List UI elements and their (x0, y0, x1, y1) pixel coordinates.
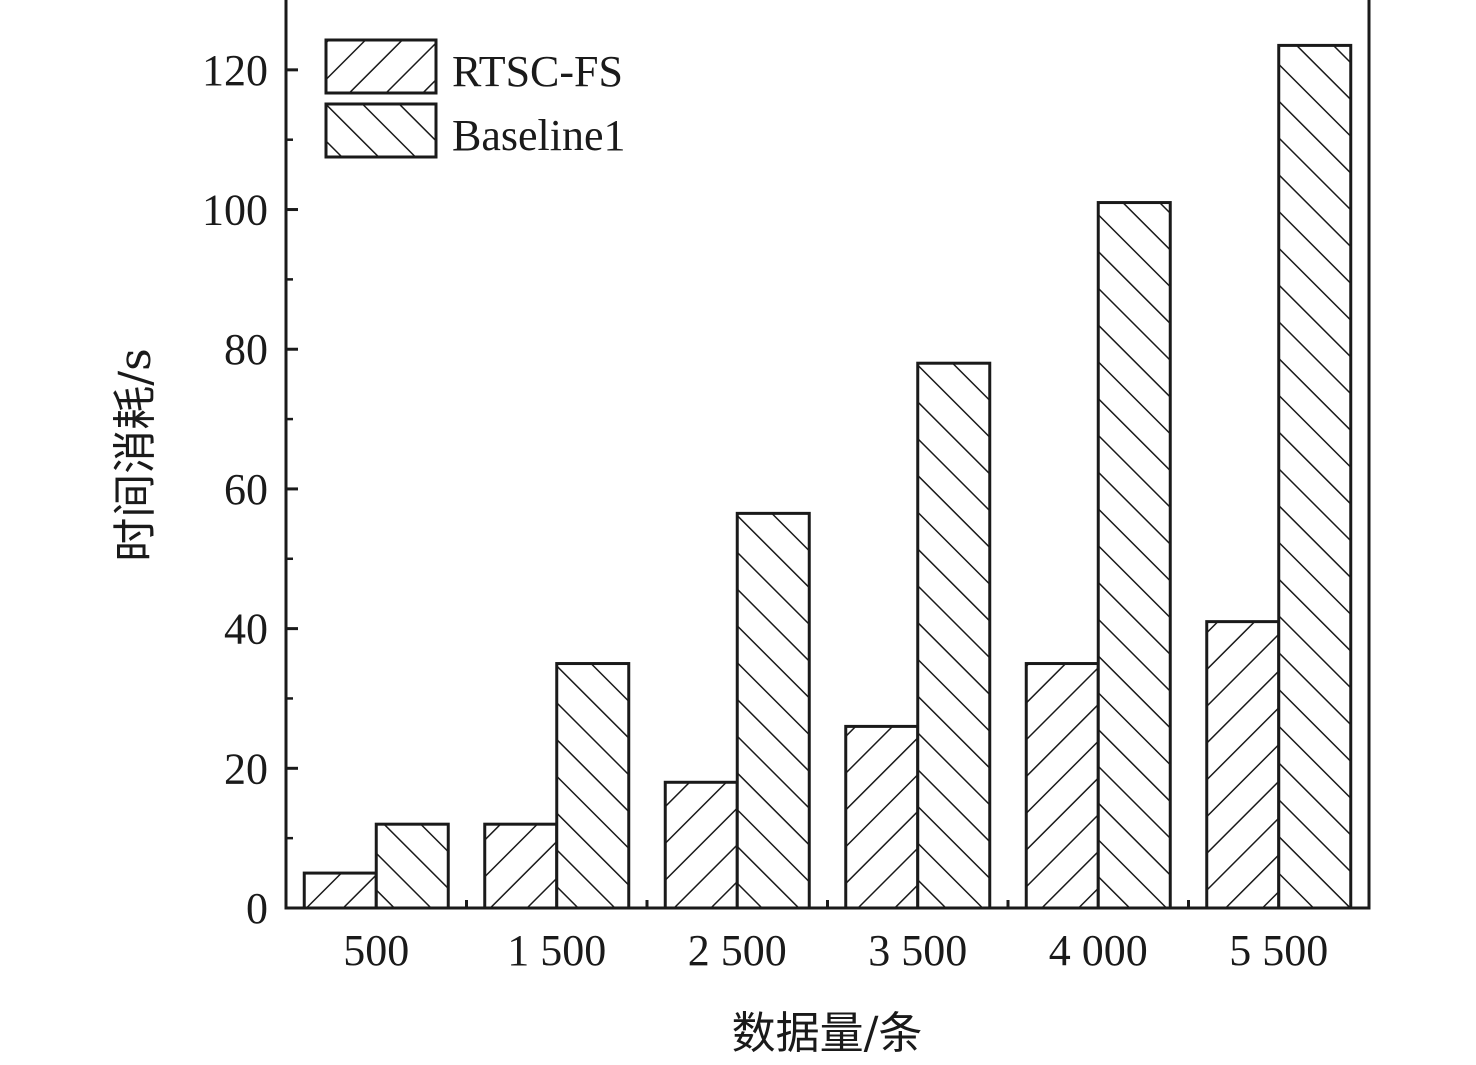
legend: RTSC-FS Baseline1 (324, 38, 626, 160)
bar-rtsc-fs-2 (663, 780, 739, 910)
x-tick-label: 4 000 (1049, 926, 1148, 975)
bar-rtsc-fs-0 (302, 871, 378, 910)
legend-label-baseline1: Baseline1 (452, 111, 626, 160)
legend-swatch-rtsc-fs (324, 38, 438, 95)
bar-rtsc-fs-3 (844, 724, 920, 910)
x-tick-label: 1 500 (507, 926, 606, 975)
y-tick-label: 20 (224, 744, 268, 793)
bar-baseline1-1 (555, 662, 631, 910)
bar-rtsc-fs-1 (483, 822, 559, 910)
x-tick-label: 500 (343, 926, 409, 975)
bar-baseline1-4 (1096, 201, 1172, 910)
y-tick-label: 40 (224, 605, 268, 654)
bar-rtsc-fs-5 (1205, 620, 1281, 910)
x-tick-label: 3 500 (868, 926, 967, 975)
bar-baseline1-2 (735, 511, 811, 910)
bar-baseline1-0 (374, 822, 450, 910)
bar-rtsc-fs-4 (1024, 662, 1100, 910)
y-tick-label: 80 (224, 325, 268, 374)
y-tick-label: 120 (202, 46, 268, 95)
x-axis-title: 数据量/条 (732, 1008, 923, 1059)
y-axis-title: 时间消耗/s (110, 348, 161, 561)
bar-baseline1-5 (1277, 43, 1353, 910)
y-tick-label: 60 (224, 465, 268, 514)
legend-swatch-baseline1 (324, 102, 438, 159)
x-tick-label: 5 500 (1229, 926, 1328, 975)
bar-baseline1-3 (916, 361, 992, 910)
x-tick-label: 2 500 (688, 926, 787, 975)
bars-layer (302, 43, 1353, 910)
ticks-layer: 0 20 40 60 80 100 120 500 1 500 2 500 3 500 4 000 5 … (202, 46, 1328, 975)
legend-label-rtsc-fs: RTSC-FS (452, 47, 623, 96)
y-tick-label: 0 (246, 884, 268, 933)
y-tick-label: 100 (202, 186, 268, 235)
